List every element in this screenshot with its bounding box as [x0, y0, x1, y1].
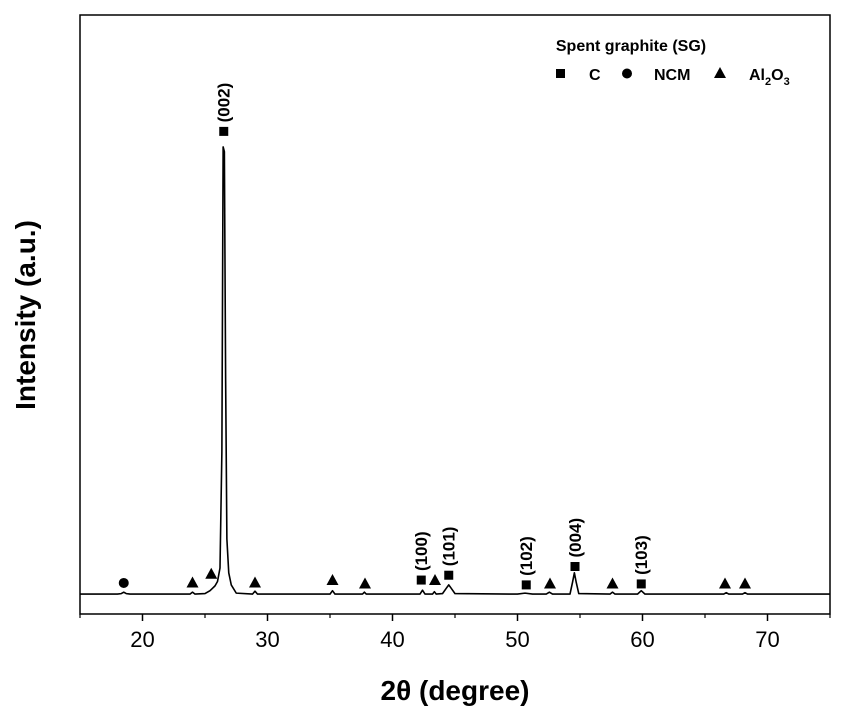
- xrd-spectrum-line: [80, 146, 830, 595]
- legend-title: Spent graphite (SG): [556, 38, 706, 55]
- al2o3-peak-marker: [326, 574, 339, 586]
- al2o3-peak-marker: [359, 577, 371, 589]
- peak-label: (004): [566, 518, 585, 558]
- carbon-peak-marker: [521, 580, 531, 590]
- x-tick-label: 20: [130, 627, 154, 652]
- x-tick-label: 40: [380, 627, 404, 652]
- x-tick-label: 30: [255, 627, 279, 652]
- x-tick-label: 70: [755, 627, 779, 652]
- al2o3-peak-marker: [249, 576, 261, 588]
- y-axis-title: Intensity (a.u.): [10, 220, 41, 410]
- x-tick-label: 50: [505, 627, 529, 652]
- carbon-peak-marker: [636, 579, 646, 589]
- peak-label: (102): [517, 536, 536, 576]
- peak-label: (100): [412, 531, 431, 571]
- legend-square-marker: [556, 69, 565, 78]
- peak-label: (103): [632, 535, 651, 575]
- al2o3-peak-marker: [186, 576, 199, 588]
- x-axis-title: 2θ (degree): [381, 675, 530, 706]
- carbon-peak-marker: [416, 575, 426, 585]
- al2o3-peak-marker: [205, 567, 218, 579]
- plot-frame: [79, 14, 831, 615]
- legend: Spent graphite (SG) C NCM Al2O3: [556, 38, 790, 88]
- al2o3-peak-marker: [429, 574, 441, 586]
- al2o3-peak-marker: [606, 577, 619, 589]
- ncm-peak-marker: [118, 577, 129, 588]
- legend-circle-marker: [622, 68, 632, 79]
- al2o3-peak-marker: [544, 577, 556, 589]
- carbon-peak-marker: [444, 570, 454, 580]
- al2o3-peak-marker: [719, 577, 731, 589]
- peak-label: (002): [215, 83, 234, 123]
- carbon-peak-marker: [570, 562, 580, 572]
- legend-label-c: C: [589, 67, 601, 84]
- legend-label-al2o3: Al2O3: [749, 67, 790, 88]
- carbon-peak-marker: [219, 126, 229, 136]
- al2o3-peak-marker: [739, 577, 751, 589]
- legend-label-ncm: NCM: [654, 67, 690, 84]
- x-tick-label: 60: [630, 627, 654, 652]
- peak-label: (101): [440, 527, 459, 567]
- legend-triangle-marker: [714, 67, 726, 78]
